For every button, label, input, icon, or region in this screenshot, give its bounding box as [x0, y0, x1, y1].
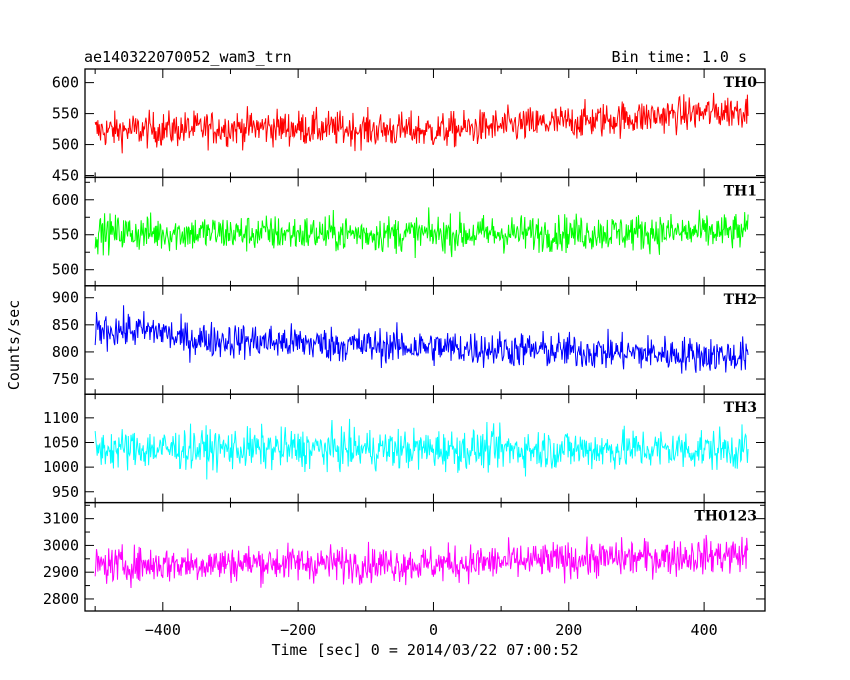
panel-frame — [84, 501, 766, 612]
y-tick-label: 2800 — [43, 590, 79, 608]
panel-label-th3: TH3 — [724, 400, 757, 416]
x-tick-label: 0 — [429, 621, 438, 639]
x-tick-label: 200 — [555, 621, 582, 639]
y-tick-label: 2900 — [43, 563, 79, 581]
panel-th2: 750 800 850 900 TH2 — [52, 285, 766, 395]
y-tick-label: 550 — [52, 105, 79, 123]
panels-group: 450 500 550 600 TH0 500 550 600 TH1 750 800 850 900 T… — [43, 68, 766, 612]
panel-label-th2: TH2 — [724, 292, 757, 308]
x-axis: −400 −200 0 200 400 — [145, 621, 718, 639]
y-tick-label: 1100 — [43, 409, 79, 427]
panel-label-th1: TH1 — [724, 183, 757, 199]
y-tick-label: 850 — [52, 316, 79, 334]
panel-label-th0123: TH0123 — [694, 509, 757, 525]
y-tick-label: 950 — [52, 483, 79, 501]
series-line-th2 — [94, 305, 749, 374]
y-axis-title: Counts/sec — [5, 300, 23, 390]
y-tick-label: 750 — [52, 370, 79, 388]
y-tick-label: 900 — [52, 289, 79, 307]
y-tick-label: 450 — [52, 167, 79, 185]
series-line-th3 — [94, 418, 749, 480]
y-tick-label: 600 — [52, 74, 79, 92]
panel-th0: 450 500 550 600 TH0 — [52, 68, 766, 185]
y-tick-label: 500 — [52, 261, 79, 279]
x-tick-label: 400 — [691, 621, 718, 639]
bin-time-label: Bin time: 1.0 s — [612, 48, 747, 66]
panel-th1: 500 550 600 TH1 — [52, 176, 766, 287]
series-line-th0123 — [94, 534, 749, 588]
x-tick-label: −200 — [280, 621, 316, 639]
y-tick-label: 600 — [52, 191, 79, 209]
y-tick-label: 500 — [52, 136, 79, 154]
panel-th3: 950 1000 1050 1100 TH3 — [43, 393, 766, 504]
chart-title: ae140322070052_wam3_trn — [84, 48, 292, 66]
series-line-th0 — [94, 92, 749, 154]
x-axis-title: Time [sec] 0 = 2014/03/22 07:00:52 — [271, 641, 578, 659]
panel-th0123: 2800 2900 3000 3100 TH0123 — [43, 501, 766, 612]
y-tick-label: 3000 — [43, 536, 79, 554]
series-line-th1 — [94, 207, 749, 258]
panel-label-th0: TH0 — [724, 75, 758, 91]
y-tick-label: 800 — [52, 343, 79, 361]
y-tick-label: 3100 — [43, 510, 79, 528]
y-tick-label: 550 — [52, 226, 79, 244]
y-tick-label: 1050 — [43, 433, 79, 451]
x-tick-label: −400 — [145, 621, 181, 639]
y-tick-label: 1000 — [43, 458, 79, 476]
